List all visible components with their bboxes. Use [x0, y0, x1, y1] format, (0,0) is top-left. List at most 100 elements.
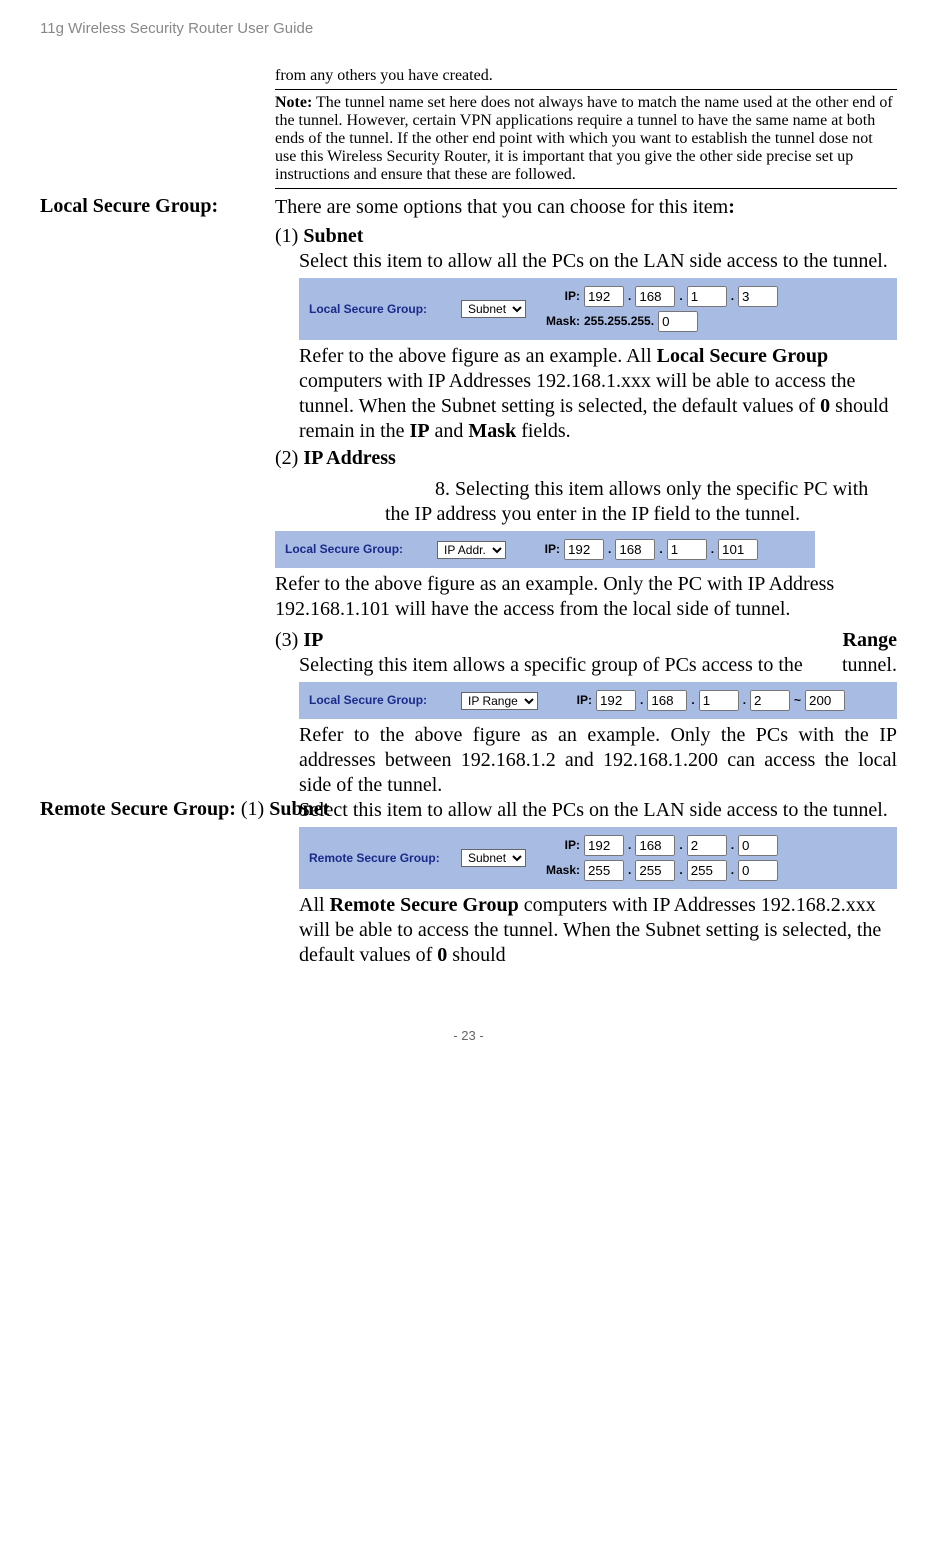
fig3-ip2[interactable]	[647, 690, 687, 711]
figR-mask-line: Mask: . . .	[538, 860, 778, 881]
figR-m1[interactable]	[584, 860, 624, 881]
item3-left: (3) IP	[275, 628, 323, 653]
fig1-mask-line: Mask: 255.255.255.	[538, 311, 778, 332]
figR-ip1[interactable]	[584, 835, 624, 856]
item3-title-a: IP	[303, 629, 323, 651]
r-item1-num: (1)	[236, 798, 269, 820]
fig1-type-select[interactable]: Subnet	[461, 300, 526, 318]
figR-m3[interactable]	[687, 860, 727, 881]
fig1-mask-label: Mask:	[538, 314, 580, 329]
item1-after-c: computers with IP Addresses 192.168.1.xx…	[299, 370, 855, 417]
dot: .	[679, 838, 682, 853]
intro-text: from any others you have created.	[275, 67, 897, 85]
item1-title-line: (1) Subnet	[275, 224, 897, 249]
fig1-ip4[interactable]	[738, 286, 778, 307]
dot: .	[659, 542, 662, 557]
figR-ip4[interactable]	[738, 835, 778, 856]
fig1-ip3[interactable]	[687, 286, 727, 307]
note-lead: Note:	[275, 94, 312, 111]
fig3-ip1[interactable]	[596, 690, 636, 711]
remote-label-text: Remote Secure Group:	[40, 798, 236, 820]
item1-num: (1)	[275, 225, 303, 247]
figR-ip3[interactable]	[687, 835, 727, 856]
dot: .	[731, 289, 734, 304]
dot: .	[628, 289, 631, 304]
item1-after-h: Mask	[468, 420, 516, 442]
figR-label: Remote Secure Group:	[309, 851, 449, 866]
dot: .	[608, 542, 611, 557]
fig3-type-select[interactable]: IP Range	[461, 692, 538, 710]
dot: .	[731, 838, 734, 853]
doc-header: 11g Wireless Security Router User Guide	[40, 20, 897, 37]
note-body: The tunnel name set here does not always…	[275, 94, 893, 183]
item2-pre: ________________8. Selecting this item a…	[275, 477, 897, 527]
fig1-fields: IP: . . . Mask: 255.255.255.	[538, 286, 778, 332]
fig3-ip-line: IP: . . . ~	[550, 690, 845, 711]
fig1-ip-line: IP: . . .	[538, 286, 778, 307]
item3-title-line: (3) IP Range	[275, 628, 897, 653]
fig3-range-end[interactable]	[805, 690, 845, 711]
note-box: Note: The tunnel name set here does not …	[275, 89, 897, 189]
item1-block: Select this item to allow all the PCs on…	[299, 249, 897, 444]
fig1-ip-label: IP:	[538, 289, 580, 304]
fig3-ip-label: IP:	[550, 693, 592, 708]
fig2-ip2[interactable]	[615, 539, 655, 560]
remote-secure-row: Remote Secure Group: (1) Subnet Select t…	[40, 798, 897, 968]
r-after-a: All	[299, 894, 330, 916]
item3-title-b: Range	[843, 628, 897, 653]
figR-ip-label: IP:	[538, 838, 580, 853]
figR-m4[interactable]	[738, 860, 778, 881]
fig2-ip1[interactable]	[564, 539, 604, 560]
fig2-ip-line: IP: . . .	[518, 539, 758, 560]
item1-after-i: fields.	[516, 420, 570, 442]
item2-after: Refer to the above figure as an example.…	[275, 572, 897, 622]
item2-title-line: (2) IP Address	[275, 446, 897, 471]
dot: .	[743, 693, 746, 708]
local-secure-label: Local Secure Group:	[40, 195, 275, 798]
fig1-mask-last[interactable]	[658, 311, 698, 332]
remote-secure-label: Remote Secure Group: (1) Subnet	[40, 798, 275, 968]
item1-after-f: IP	[410, 420, 430, 442]
local-intro-b: :	[728, 196, 735, 218]
r-item1-block: Select this item to allow all the PCs on…	[299, 798, 897, 968]
intro-continuation: from any others you have created. Note: …	[275, 67, 897, 189]
fig1-ip2[interactable]	[635, 286, 675, 307]
figR-m2[interactable]	[635, 860, 675, 881]
fig2-type-select[interactable]: IP Addr.	[437, 541, 506, 559]
item1-line1: Select this item to allow all the PCs on…	[299, 249, 897, 274]
r-after-e: should	[447, 944, 505, 966]
figR-fields: IP: . . . Mask: . . .	[538, 835, 778, 881]
tilde: ~	[794, 693, 801, 708]
figure-remote-subnet: Remote Secure Group: Subnet IP: . . .	[299, 827, 897, 889]
figR-type-select[interactable]: Subnet	[461, 849, 526, 867]
dot: .	[679, 289, 682, 304]
local-secure-body: There are some options that you can choo…	[275, 195, 897, 798]
page-footer: - 23 -	[40, 1028, 897, 1043]
item1-after: Refer to the above figure as an example.…	[299, 344, 897, 444]
fig2-ip3[interactable]	[667, 539, 707, 560]
fig1-ip1[interactable]	[584, 286, 624, 307]
local-intro: There are some options that you can choo…	[275, 195, 897, 220]
r-after-b: Remote Secure Group	[330, 894, 519, 916]
item2-pre-text: 8. Selecting this item allows only the s…	[385, 478, 868, 525]
item3-line-a: Selecting this item allows a specific gr…	[299, 653, 803, 678]
dot: .	[691, 693, 694, 708]
dot: .	[640, 693, 643, 708]
item1-after-g: and	[430, 420, 469, 442]
item1-after-b: Local Secure Group	[657, 345, 828, 367]
fig3-ip4[interactable]	[750, 690, 790, 711]
figR-ip2[interactable]	[635, 835, 675, 856]
item3-num: (3)	[275, 629, 303, 651]
page-container: 11g Wireless Security Router User Guide …	[0, 0, 947, 1073]
local-intro-a: There are some options that you can choo…	[275, 196, 728, 218]
fig2-ip4[interactable]	[718, 539, 758, 560]
item1-title: Subnet	[303, 225, 363, 247]
dot: .	[679, 863, 682, 878]
remote-secure-body: Select this item to allow all the PCs on…	[275, 798, 897, 968]
item1-after-d: 0	[820, 395, 830, 417]
figR-mask-label: Mask:	[538, 863, 580, 878]
figR-ip-line: IP: . . .	[538, 835, 778, 856]
fig3-ip3[interactable]	[699, 690, 739, 711]
item2-title: IP Address	[303, 447, 395, 469]
item3-after: Refer to the above figure as an example.…	[299, 723, 897, 798]
